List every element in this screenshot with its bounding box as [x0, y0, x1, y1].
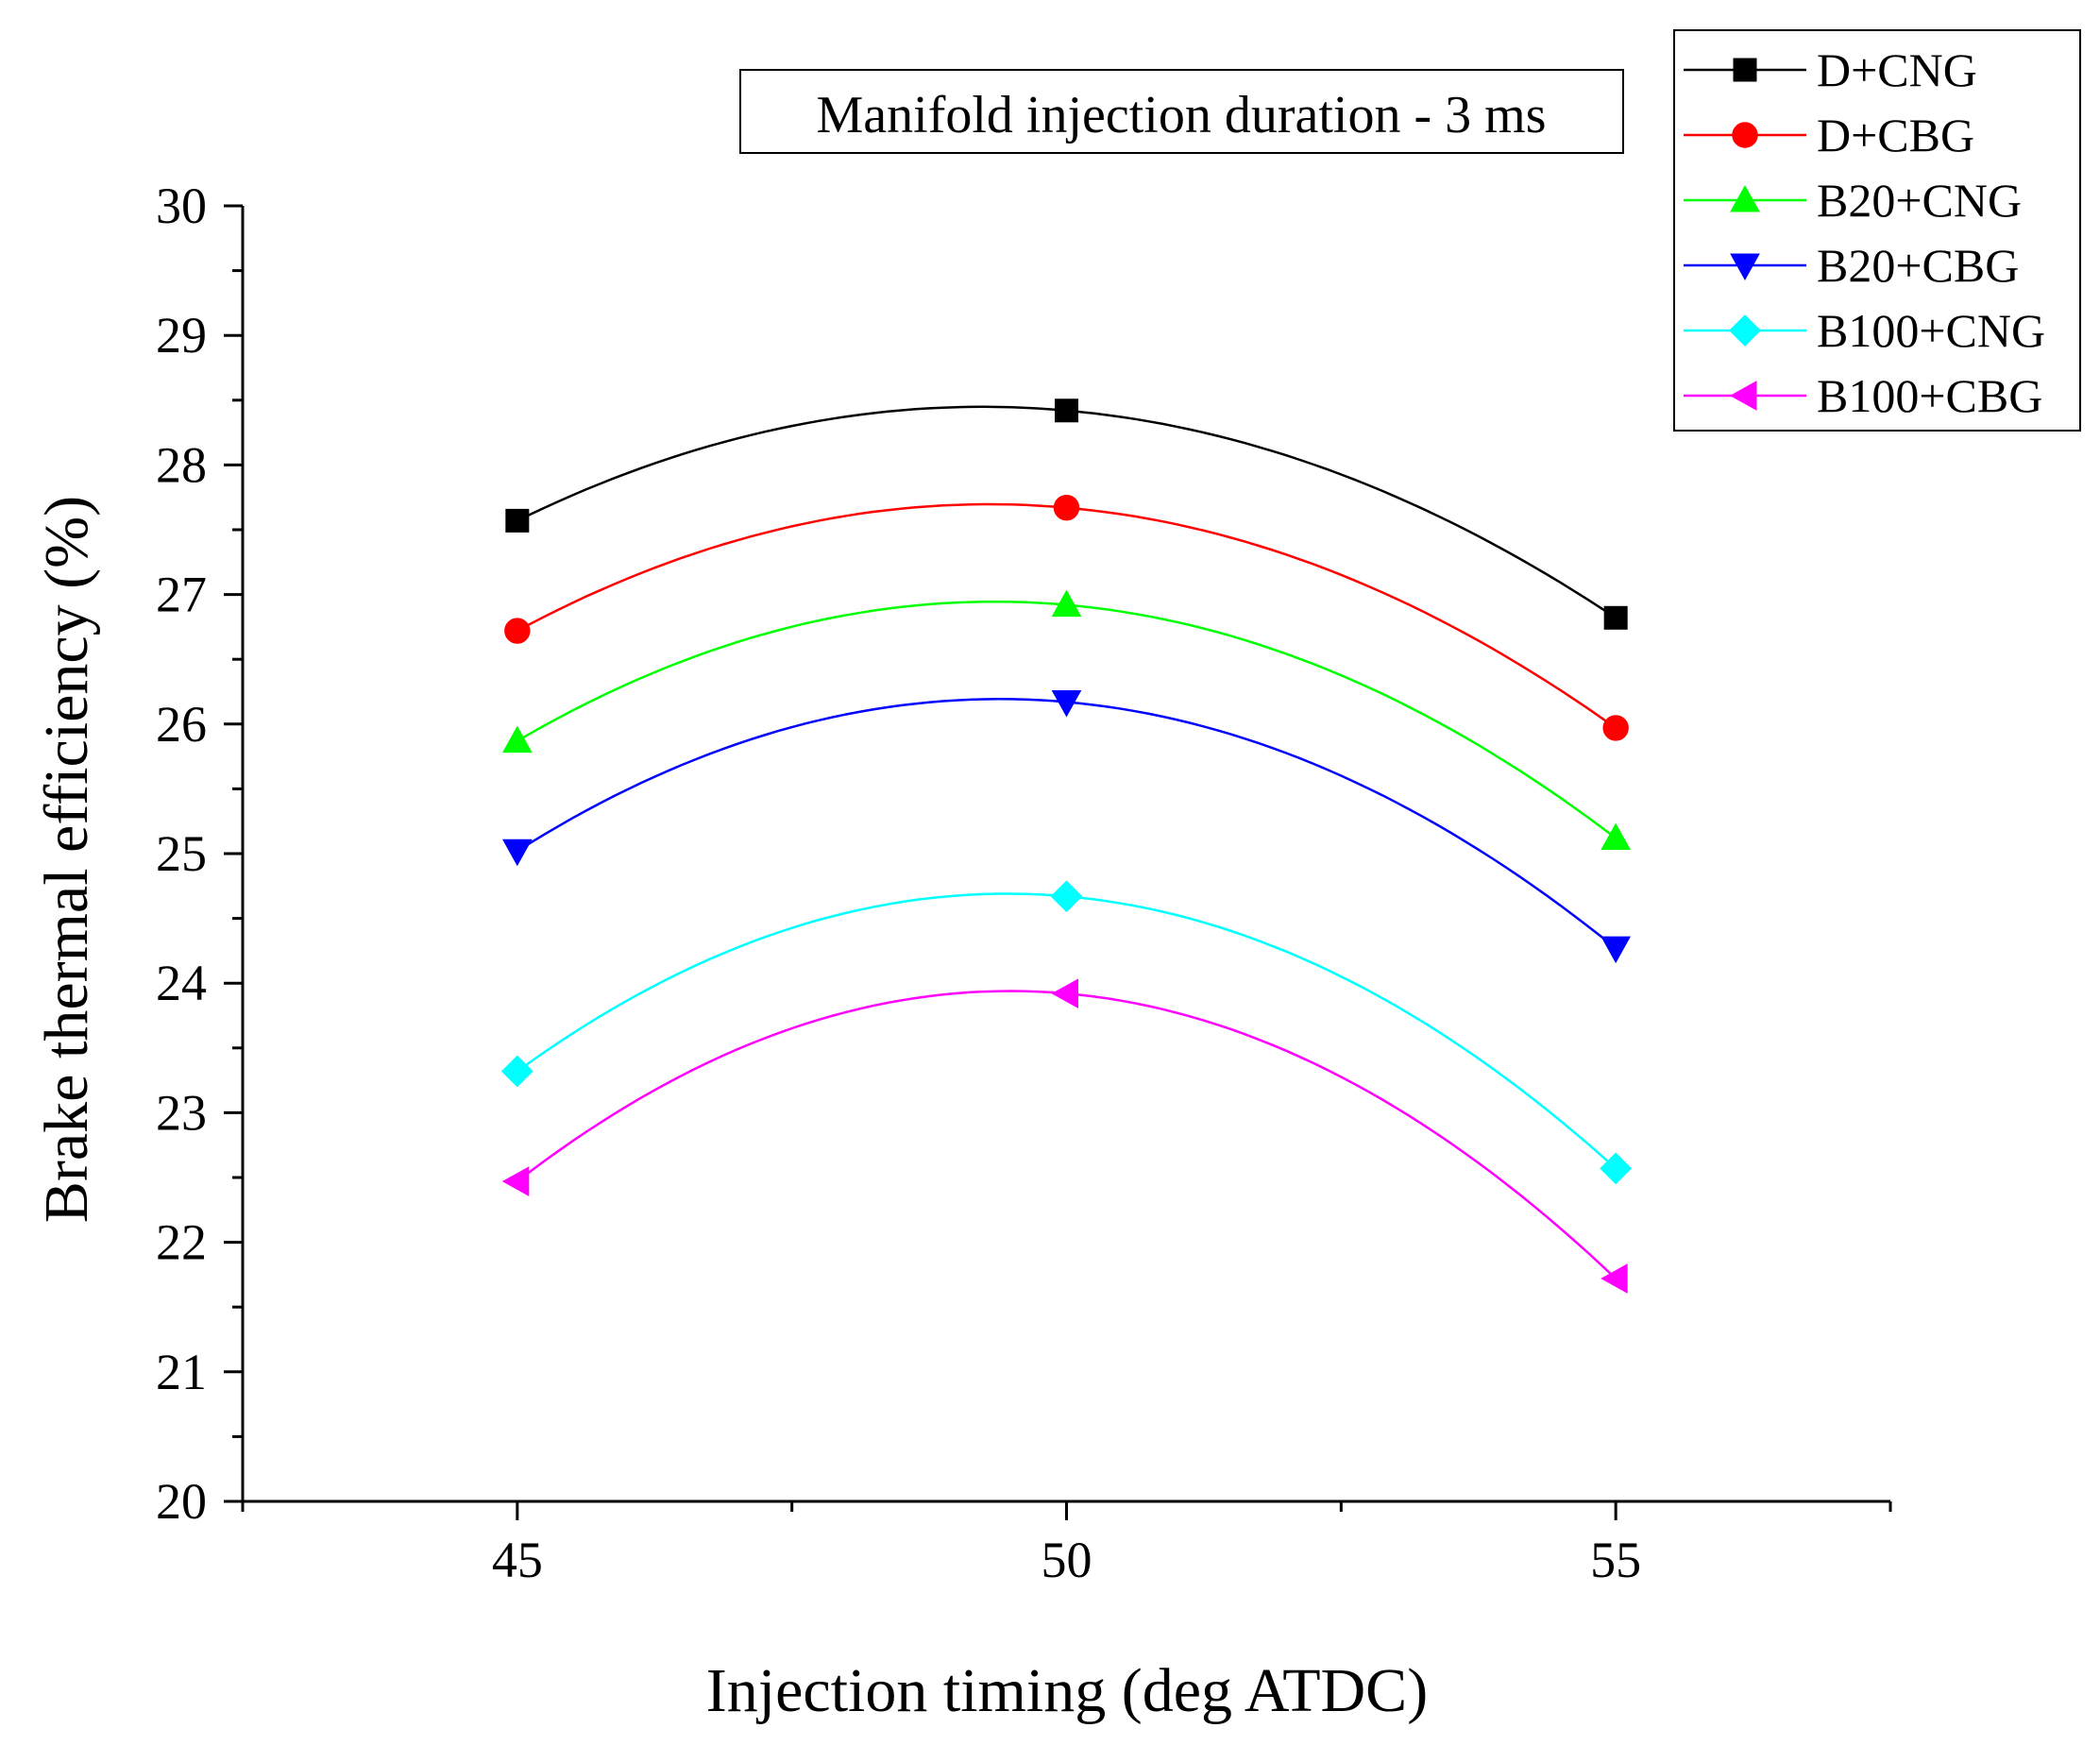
data-point: [1051, 978, 1078, 1009]
y-tick-label: 22: [156, 1214, 207, 1271]
legend-entry: B100+CNG: [1684, 304, 2045, 357]
x-tick-label: 55: [1590, 1532, 1641, 1588]
y-tick-label: 25: [156, 825, 207, 882]
y-tick-label: 24: [156, 955, 207, 1011]
data-point: [1055, 398, 1078, 423]
series-D+CBG: [504, 494, 1629, 741]
data-point: [1600, 936, 1632, 964]
legend-label: B20+CNG: [1817, 174, 2022, 227]
annotation-box: Manifold injection duration - 3 ms: [739, 69, 1624, 154]
data-point: [1600, 1263, 1628, 1294]
data-point: [501, 839, 533, 867]
legend-label: B100+CNG: [1817, 304, 2045, 357]
legend-marker: [1729, 381, 1757, 411]
series-line: [517, 990, 1617, 1279]
y-tick-label: 27: [156, 567, 207, 623]
legend-marker: [1729, 314, 1761, 347]
y-tick-label: 23: [156, 1084, 207, 1141]
legend-entry: B20+CNG: [1684, 174, 2022, 227]
data-point: [1053, 494, 1080, 521]
y-tick-label: 26: [156, 696, 207, 753]
legend: D+CNG D+CBG B20+CNG B20+CBG B100+CNG B100+CBG: [1673, 29, 2081, 432]
y-tick-label: 20: [156, 1473, 207, 1530]
y-tick-label: 28: [156, 436, 207, 493]
data-point: [1051, 689, 1082, 718]
data-point: [501, 1166, 530, 1196]
data-point: [500, 1055, 533, 1088]
y-axis-title: Brake thermal efficiency (%): [32, 496, 101, 1223]
data-point: [1051, 589, 1082, 618]
legend-label: D+CNG: [1817, 43, 1977, 96]
y-tick-label: 30: [156, 178, 207, 234]
series-B20+CBG: [501, 689, 1632, 964]
x-tick-label: 45: [492, 1532, 543, 1588]
legend-marker: [1730, 184, 1760, 212]
legend-marker: [1732, 122, 1758, 148]
legend-entry: B20+CBG: [1684, 239, 2019, 292]
series-layer: [500, 398, 1633, 1294]
legend-marker: [1730, 253, 1760, 281]
data-point: [1603, 605, 1628, 630]
series-B100+CNG: [500, 880, 1633, 1185]
x-axis-title: Injection timing (deg ATDC): [706, 1656, 1428, 1725]
series-line: [517, 600, 1617, 839]
legend-entry: D+CNG: [1684, 43, 1977, 96]
series-B20+CNG: [501, 589, 1632, 851]
legend-label: B20+CBG: [1817, 239, 2019, 292]
x-tick-label: 50: [1042, 1532, 1092, 1588]
y-tick-label: 29: [156, 307, 207, 364]
annotation-text: Manifold injection duration - 3 ms: [817, 86, 1547, 144]
legend-label: B100+CBG: [1817, 369, 2042, 422]
data-point: [504, 618, 531, 644]
axis-ticks: 20 21 22 23 24 25 26 27 28 29 30 45 50 55: [156, 178, 1892, 1588]
y-tick-label: 21: [156, 1344, 207, 1400]
data-point: [1600, 822, 1632, 851]
data-point: [505, 508, 530, 533]
data-point: [1600, 1152, 1633, 1185]
legend-entry: B100+CBG: [1684, 369, 2042, 422]
data-point: [1602, 715, 1629, 741]
legend-entry: D+CBG: [1684, 109, 1974, 161]
legend-marker: [1733, 58, 1757, 82]
series-D+CNG: [505, 398, 1628, 630]
data-point: [1050, 880, 1083, 913]
data-point: [501, 725, 533, 754]
legend-label: D+CBG: [1817, 109, 1974, 161]
series-B100+CBG: [501, 978, 1628, 1294]
series-line: [517, 892, 1617, 1170]
